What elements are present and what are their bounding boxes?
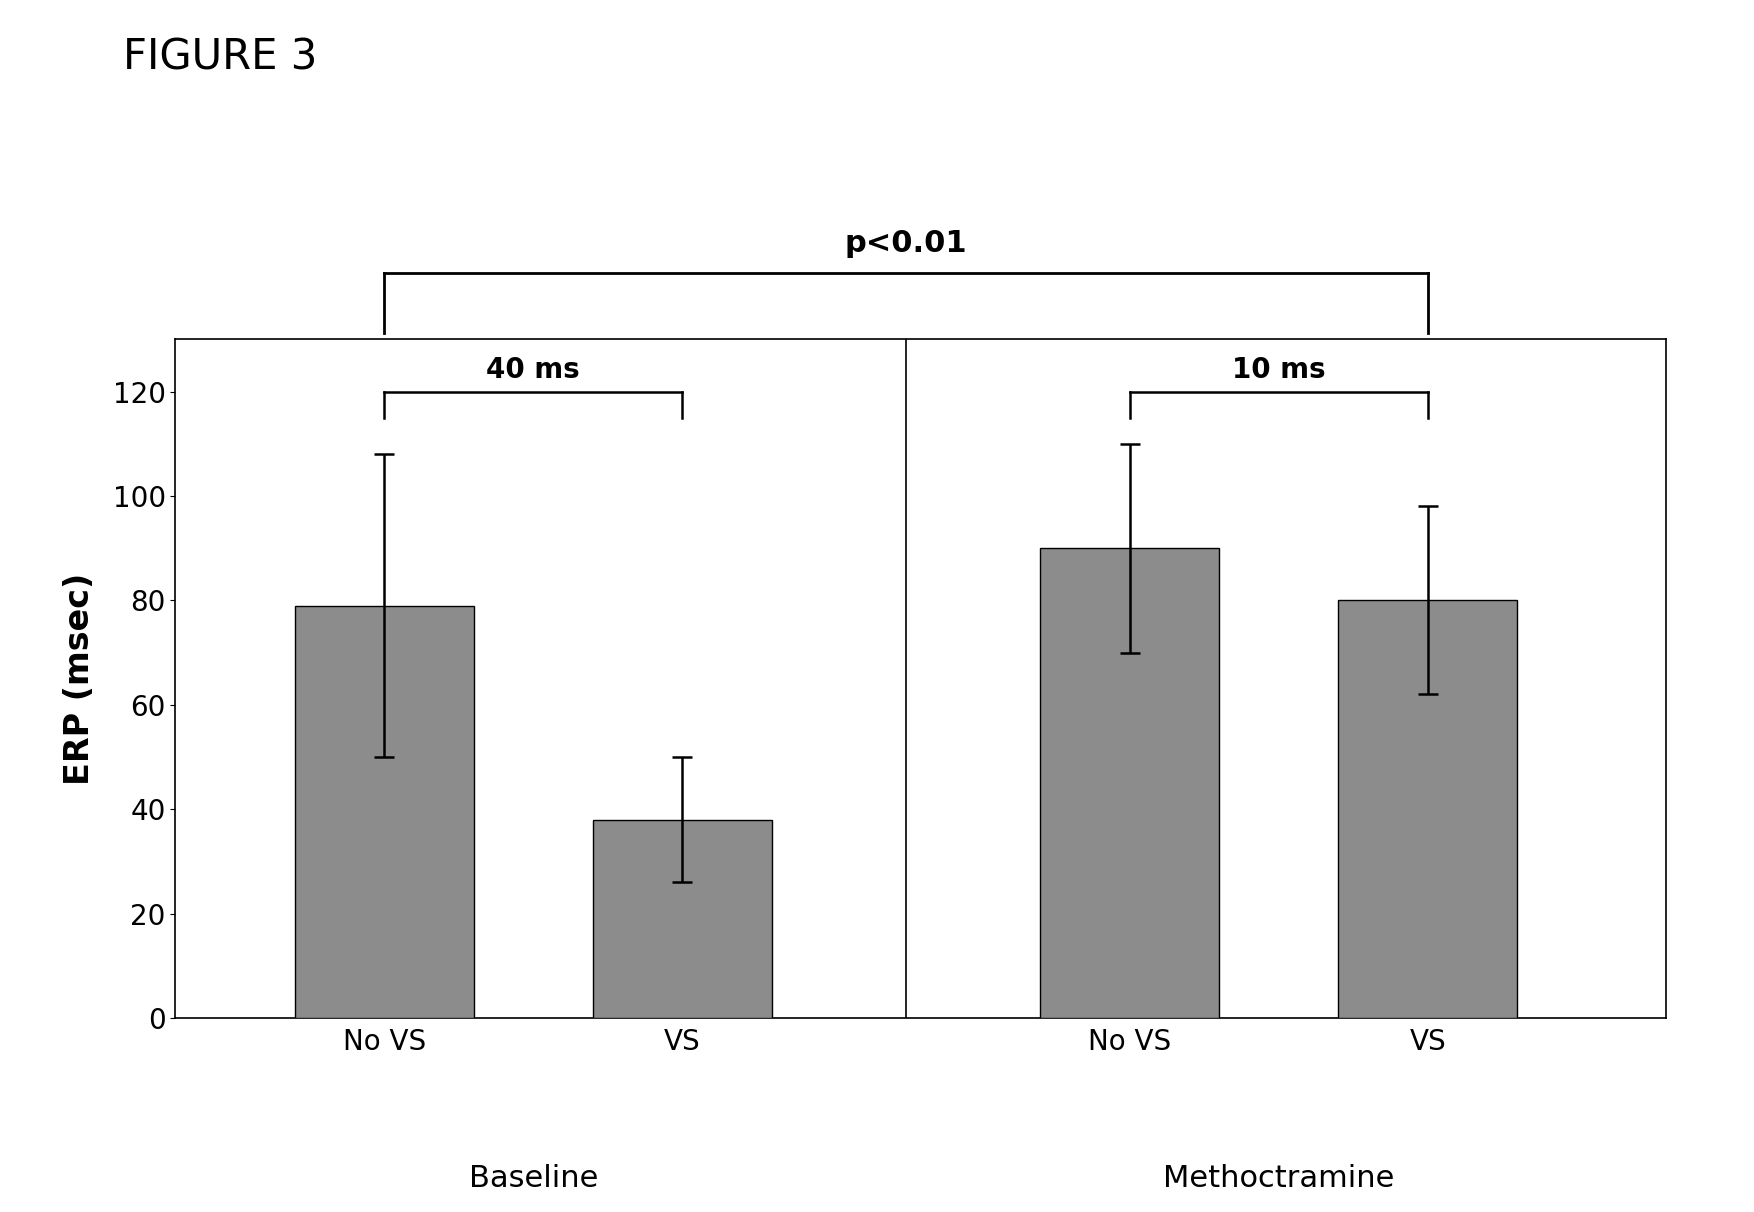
Text: 40 ms: 40 ms bbox=[486, 356, 581, 384]
Bar bbox=[1338, 600, 1517, 1018]
Text: 10 ms: 10 ms bbox=[1231, 356, 1326, 384]
Text: FIGURE 3: FIGURE 3 bbox=[123, 36, 317, 79]
Bar bbox=[295, 606, 474, 1018]
Bar bbox=[593, 819, 772, 1018]
Text: Baseline: Baseline bbox=[468, 1165, 598, 1194]
Y-axis label: ERP (msec): ERP (msec) bbox=[63, 572, 96, 785]
Text: Methoctramine: Methoctramine bbox=[1163, 1165, 1394, 1194]
Bar bbox=[1040, 548, 1219, 1018]
Text: p<0.01: p<0.01 bbox=[845, 229, 966, 258]
